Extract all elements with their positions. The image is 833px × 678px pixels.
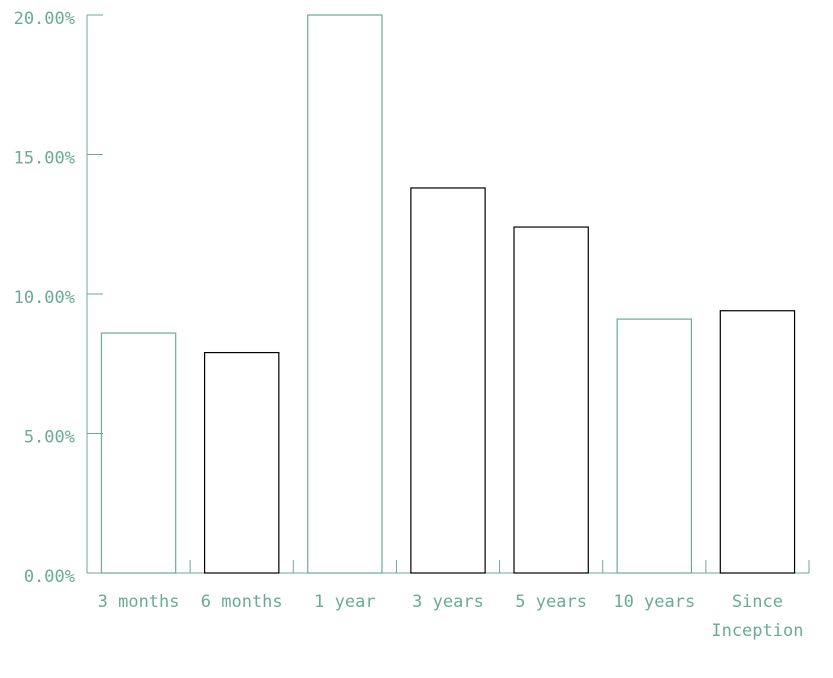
y-tick-label: 10.00% xyxy=(14,288,75,308)
y-tick-label: 15.00% xyxy=(14,149,75,169)
bar xyxy=(307,14,383,574)
y-tick-label: 20.00% xyxy=(14,9,75,29)
bar xyxy=(410,187,486,574)
x-tick-label: 10 years xyxy=(613,592,696,612)
x-tick-label: 3 years xyxy=(412,592,484,612)
x-tick-label: 3 months xyxy=(97,592,180,612)
x-tick-label: 6 months xyxy=(200,592,283,612)
y-tick-label: 0.00% xyxy=(24,567,75,587)
x-tick-label: 1 year xyxy=(314,592,376,612)
bar xyxy=(203,351,280,574)
bar xyxy=(719,310,796,574)
x-tick-label: Since Inception xyxy=(711,592,804,641)
x-tick-label: 5 years xyxy=(515,592,587,612)
bar xyxy=(100,332,177,574)
bar xyxy=(513,226,589,574)
y-tick-label: 5.00% xyxy=(24,428,75,448)
bar xyxy=(616,318,693,574)
